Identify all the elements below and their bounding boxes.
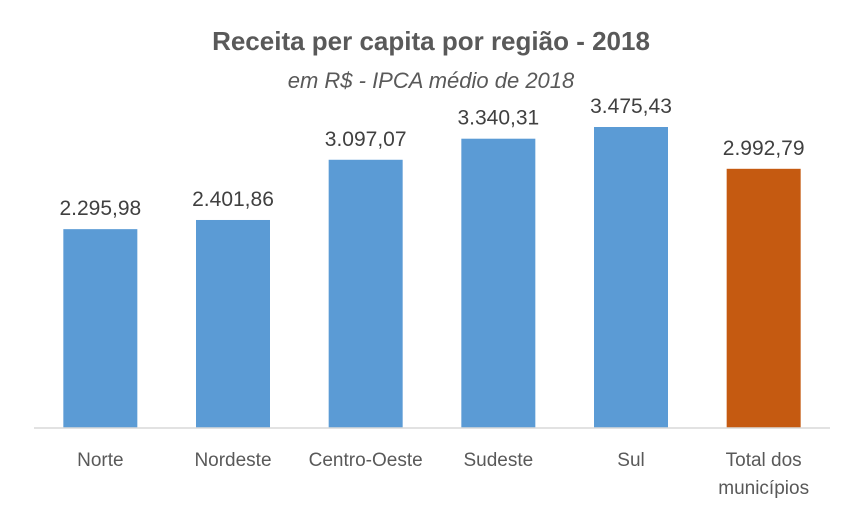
- bar-5: [726, 168, 801, 428]
- bar-3: [461, 138, 536, 429]
- x-tick-label-2: Centro-Oeste: [309, 450, 423, 471]
- data-label-1: 2.401,86: [192, 188, 274, 211]
- bar-2: [328, 159, 403, 429]
- data-label-3: 3.340,31: [457, 107, 539, 130]
- x-tick-label-4: Sul: [617, 450, 644, 471]
- bars-layer: [63, 127, 801, 429]
- ticks-layer: Norte Nordeste Centro-Oeste Sudeste Sul Total…: [77, 450, 809, 499]
- chart-subtitle: em R$ - IPCA médio de 2018: [287, 68, 575, 93]
- labels-layer: 2.295,98 2.401,86 3.097,07 3.340,31 3.475,43…: [59, 95, 804, 220]
- data-label-2: 3.097,07: [325, 128, 407, 151]
- chart-title: Receita per capita por região - 2018: [212, 26, 650, 56]
- bar-4: [594, 127, 668, 428]
- data-label-0: 2.295,98: [59, 197, 141, 220]
- x-tick-label-3: Sudeste: [463, 450, 533, 471]
- x-tick-label-0: Norte: [77, 450, 123, 471]
- data-label-4: 3.475,43: [590, 95, 672, 118]
- x-tick-label-1: Nordeste: [194, 450, 271, 471]
- data-label-5: 2.992,79: [723, 137, 805, 160]
- bar-0: [63, 229, 138, 428]
- x-tick-label-5: Total dos municípios: [718, 450, 809, 499]
- bar-1: [196, 219, 270, 428]
